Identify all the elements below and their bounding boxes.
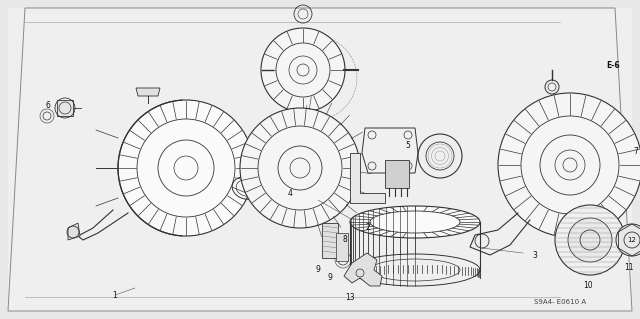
Circle shape [555, 205, 625, 275]
Ellipse shape [634, 230, 640, 250]
Text: 4: 4 [287, 189, 292, 197]
Polygon shape [8, 8, 632, 311]
Circle shape [498, 93, 640, 237]
Polygon shape [322, 223, 338, 258]
Circle shape [616, 224, 640, 256]
Polygon shape [385, 160, 409, 188]
Polygon shape [57, 100, 73, 116]
Text: 8: 8 [342, 235, 348, 244]
Text: 13: 13 [345, 293, 355, 302]
Circle shape [261, 28, 345, 112]
Polygon shape [350, 153, 385, 203]
Text: 3: 3 [532, 250, 538, 259]
Polygon shape [344, 253, 382, 286]
Circle shape [118, 100, 254, 236]
Text: 12: 12 [627, 237, 636, 243]
Text: 11: 11 [624, 263, 634, 271]
Text: 5: 5 [406, 140, 410, 150]
Text: 1: 1 [113, 291, 117, 300]
Text: 9: 9 [328, 273, 332, 283]
Text: E-6: E-6 [606, 61, 620, 70]
Text: 10: 10 [583, 280, 593, 290]
Circle shape [568, 218, 612, 262]
Polygon shape [336, 233, 348, 261]
Polygon shape [362, 128, 418, 173]
Text: 9: 9 [316, 265, 321, 275]
Circle shape [240, 108, 360, 228]
Text: 6: 6 [45, 100, 51, 109]
Polygon shape [136, 88, 160, 96]
Ellipse shape [350, 206, 480, 238]
Text: 7: 7 [634, 147, 639, 157]
Text: 2: 2 [365, 224, 371, 233]
Text: S9A4- E0610 A: S9A4- E0610 A [534, 299, 586, 305]
Polygon shape [68, 223, 80, 240]
